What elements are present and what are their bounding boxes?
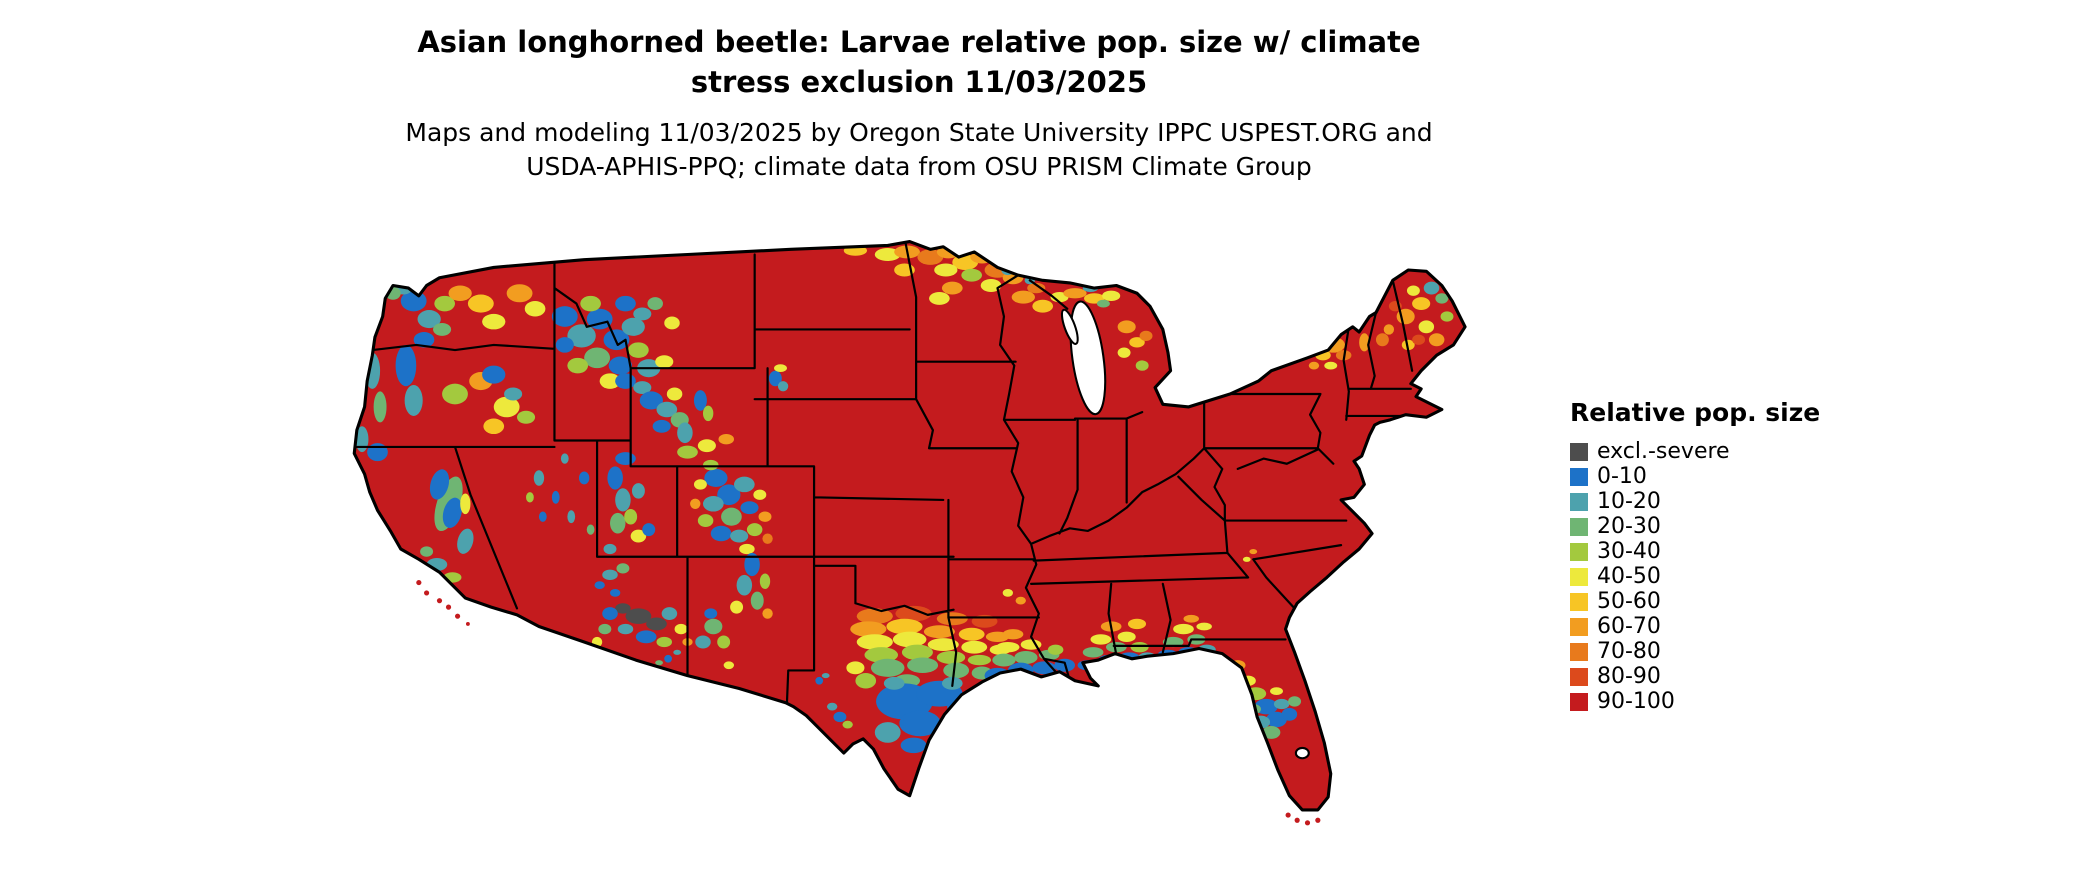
legend-label: 10-20: [1597, 489, 1661, 514]
great-lakes: [1060, 300, 1310, 760]
legend-swatch: [1570, 592, 1588, 611]
map-subtitle-line1: Maps and modeling 11/03/2025 by Oregon S…: [405, 118, 1433, 147]
map-subtitle: Maps and modeling 11/03/2025 by Oregon S…: [0, 102, 1838, 184]
legend-swatch: [1570, 642, 1588, 661]
lake-okeechobee: [1294, 746, 1310, 760]
map-title: Asian longhorned beetle: Larvae relative…: [0, 0, 1838, 102]
legend-swatch: [1570, 567, 1588, 586]
legend: Relative pop. size excl.-severe 0-10 10-…: [1570, 398, 1820, 714]
legend-label: 60-70: [1597, 614, 1661, 639]
legend-label: 50-60: [1597, 589, 1661, 614]
green-bay: [1060, 308, 1079, 345]
legend-label: 20-30: [1597, 514, 1661, 539]
legend-swatch: [1570, 467, 1588, 486]
us-map-svg: [352, 240, 1467, 826]
legend-swatch: [1570, 617, 1588, 636]
legend-item: 80-90: [1570, 664, 1820, 689]
legend-label: 70-80: [1597, 639, 1661, 664]
legend-label: 40-50: [1597, 564, 1661, 589]
legend-item: 90-100: [1570, 689, 1820, 714]
map-islands: [416, 580, 1321, 826]
legend-label: 80-90: [1597, 664, 1661, 689]
legend-item: excl.-severe: [1570, 439, 1820, 464]
legend-swatch: [1570, 667, 1588, 686]
legend-item: 50-60: [1570, 589, 1820, 614]
legend-label: 30-40: [1597, 539, 1661, 564]
map-subtitle-line2: USDA-APHIS-PPQ; climate data from OSU PR…: [526, 152, 1312, 181]
legend-label: 0-10: [1597, 464, 1647, 489]
legend-item: 0-10: [1570, 464, 1820, 489]
us-map: [300, 226, 1540, 872]
legend-item: 10-20: [1570, 489, 1820, 514]
legend-item: 40-50: [1570, 564, 1820, 589]
legend-swatch: [1570, 492, 1588, 511]
legend-item: 60-70: [1570, 614, 1820, 639]
legend-swatch: [1570, 692, 1588, 711]
map-title-line1: Asian longhorned beetle: Larvae relative…: [417, 25, 1421, 59]
legend-item: 20-30: [1570, 514, 1820, 539]
legend-swatch: [1570, 442, 1588, 461]
lake-michigan: [1069, 300, 1107, 416]
legend-label: excl.-severe: [1597, 439, 1730, 464]
legend-item: 30-40: [1570, 539, 1820, 564]
map-raster: [355, 245, 1454, 757]
state-borders: [354, 243, 1414, 704]
legend-swatch: [1570, 542, 1588, 561]
legend-swatch: [1570, 517, 1588, 536]
map-title-line2: stress exclusion 11/03/2025: [690, 65, 1148, 99]
legend-label: 90-100: [1597, 689, 1675, 714]
figure-header: Asian longhorned beetle: Larvae relative…: [0, 0, 1838, 184]
legend-title: Relative pop. size: [1570, 398, 1821, 427]
legend-item: 70-80: [1570, 639, 1820, 664]
